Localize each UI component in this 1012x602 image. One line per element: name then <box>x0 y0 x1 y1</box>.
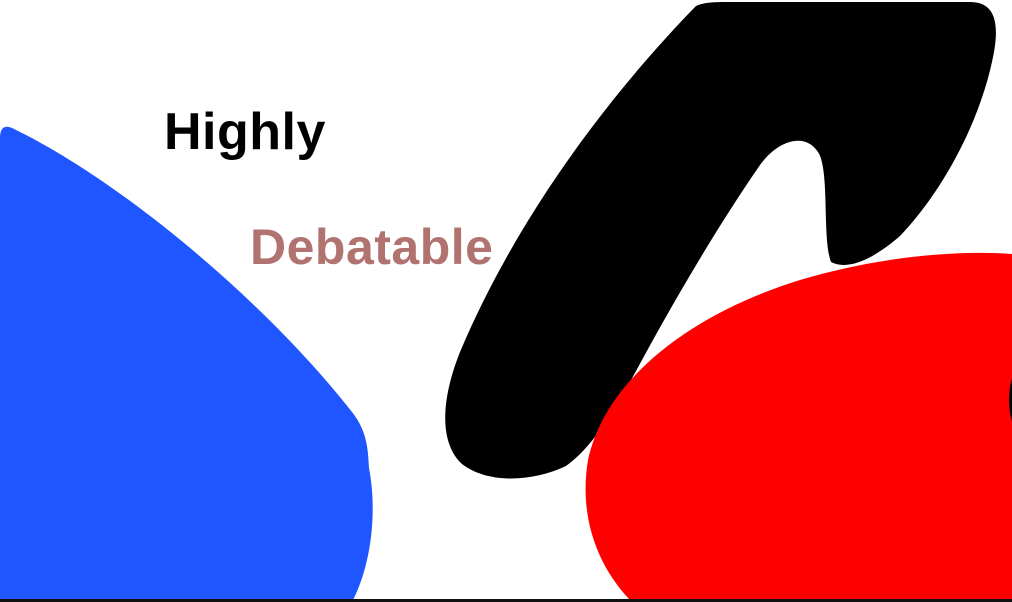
word-highly: Highly <box>164 103 326 161</box>
word-debatable: Debatable <box>250 219 494 275</box>
blue-blob-shape <box>0 126 373 602</box>
edge-sliver-shape <box>1009 378 1012 422</box>
red-blob-shape <box>585 252 1012 602</box>
black-hook-shape <box>445 2 996 479</box>
bottom-border-line <box>0 599 1012 602</box>
